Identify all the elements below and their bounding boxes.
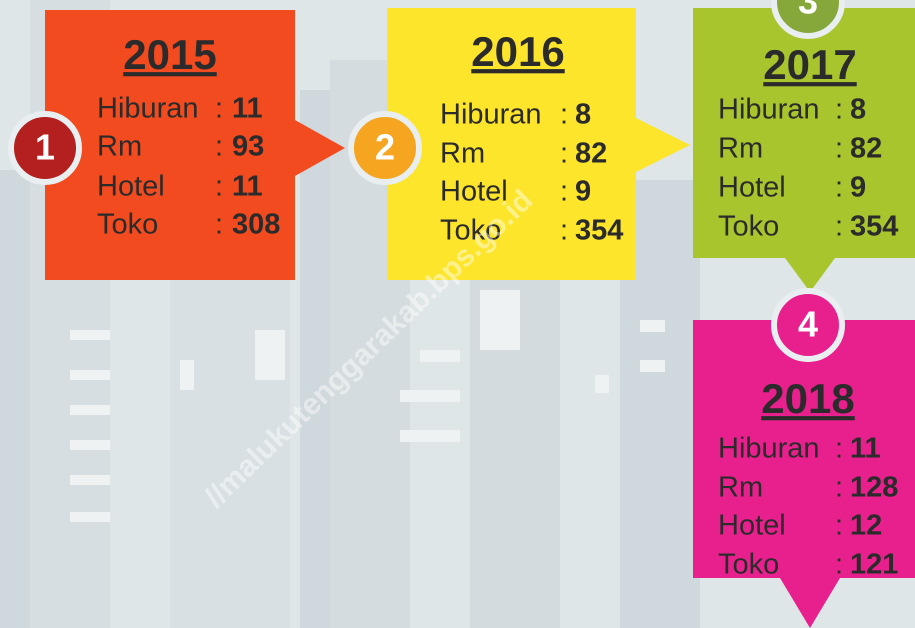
item-value: 354 bbox=[575, 215, 623, 247]
separator: : bbox=[835, 510, 843, 542]
item-label: Hotel bbox=[718, 510, 786, 542]
separator: : bbox=[835, 94, 843, 126]
item-value: 93 bbox=[232, 131, 264, 163]
item-value: 121 bbox=[850, 549, 898, 581]
separator: : bbox=[215, 171, 223, 203]
separator: : bbox=[835, 549, 843, 581]
item-label: Rm bbox=[440, 138, 485, 170]
year: 2015 bbox=[123, 31, 216, 78]
item-label: Hiburan bbox=[97, 93, 199, 125]
item-value: 128 bbox=[850, 472, 898, 504]
item-value: 12 bbox=[850, 510, 882, 542]
item-value: 9 bbox=[850, 172, 866, 204]
item-label: Hiburan bbox=[718, 433, 820, 465]
item-value: 82 bbox=[575, 138, 607, 170]
item-value: 82 bbox=[850, 133, 882, 165]
item-value: 9 bbox=[575, 176, 591, 208]
item-label: Hotel bbox=[97, 171, 165, 203]
item-label: Hiburan bbox=[440, 99, 542, 131]
step-number: 4 bbox=[798, 304, 818, 345]
infographic: 12015Hiburan:11Rm:93Hotel:11Toko:3082201… bbox=[0, 0, 915, 628]
step-number: 1 bbox=[35, 127, 55, 168]
step-number: 2 bbox=[375, 127, 395, 168]
item-label: Hotel bbox=[718, 172, 786, 204]
item-label: Rm bbox=[97, 131, 142, 163]
separator: : bbox=[560, 99, 568, 131]
item-value: 8 bbox=[850, 94, 866, 126]
item-label: Toko bbox=[97, 209, 158, 241]
separator: : bbox=[215, 131, 223, 163]
separator: : bbox=[835, 172, 843, 204]
separator: : bbox=[560, 138, 568, 170]
year: 2018 bbox=[761, 375, 854, 422]
item-value: 8 bbox=[575, 99, 591, 131]
item-value: 308 bbox=[232, 209, 280, 241]
item-label: Rm bbox=[718, 133, 763, 165]
item-value: 11 bbox=[850, 433, 881, 465]
step-number: 3 bbox=[798, 0, 818, 22]
separator: : bbox=[560, 176, 568, 208]
item-label: Toko bbox=[718, 549, 779, 581]
item-label: Toko bbox=[718, 211, 779, 243]
item-value: 11 bbox=[232, 93, 263, 125]
separator: : bbox=[215, 93, 223, 125]
item-value: 354 bbox=[850, 211, 898, 243]
item-label: Rm bbox=[718, 472, 763, 504]
separator: : bbox=[835, 211, 843, 243]
separator: : bbox=[835, 133, 843, 165]
separator: : bbox=[835, 472, 843, 504]
year: 2016 bbox=[471, 28, 564, 75]
separator: : bbox=[835, 433, 843, 465]
year: 2017 bbox=[763, 41, 856, 88]
item-label: Hiburan bbox=[718, 94, 820, 126]
item-value: 11 bbox=[232, 171, 263, 203]
separator: : bbox=[560, 215, 568, 247]
separator: : bbox=[215, 209, 223, 241]
